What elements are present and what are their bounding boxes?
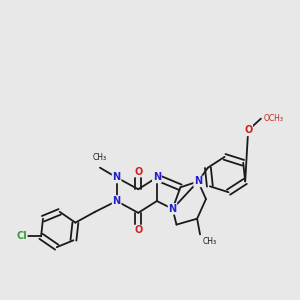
- Text: O: O: [244, 125, 252, 135]
- Text: CH₃: CH₃: [203, 237, 217, 246]
- Text: CH₃: CH₃: [93, 153, 107, 162]
- Text: O: O: [134, 226, 142, 236]
- Text: N: N: [153, 172, 161, 182]
- Text: O: O: [134, 167, 142, 177]
- Text: N: N: [112, 196, 121, 206]
- Text: N: N: [194, 176, 202, 186]
- Text: Cl: Cl: [16, 231, 27, 242]
- Text: N: N: [112, 172, 121, 182]
- Text: N: N: [169, 204, 177, 214]
- Text: OCH₃: OCH₃: [264, 114, 284, 123]
